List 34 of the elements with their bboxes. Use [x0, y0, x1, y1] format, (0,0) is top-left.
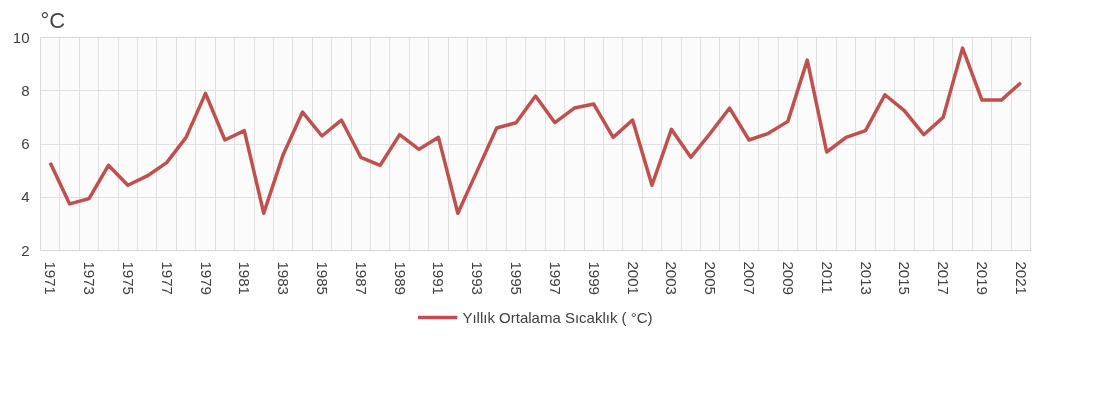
x-tick-label: 2005 [702, 261, 720, 295]
x-tick-label: 1997 [546, 261, 564, 295]
x-tick-label: 2013 [857, 261, 875, 295]
y-tick-label: 4 [21, 188, 30, 206]
x-tick-label: 1993 [469, 261, 487, 295]
x-tick-label: 2009 [779, 261, 797, 295]
x-tick-label: 2003 [663, 261, 681, 295]
x-tick-label: 1979 [197, 261, 215, 295]
x-tick-label: 2007 [741, 261, 759, 295]
y-tick-label: 2 [21, 241, 30, 259]
x-tick-label: 2011 [818, 261, 836, 294]
x-tick-label: 2001 [624, 261, 642, 295]
x-tick-label: 1973 [81, 261, 99, 295]
x-tick-label: 1995 [508, 261, 526, 295]
y-tick-label: 10 [12, 28, 30, 46]
x-tick-label: 2015 [896, 261, 914, 295]
x-tick-label: 1987 [352, 261, 370, 295]
legend-label: Yıllık Ortalama Sıcaklık ( °C) [462, 308, 653, 326]
x-tick-label: 1977 [158, 261, 176, 295]
x-tick-label: 1991 [430, 261, 448, 295]
x-tick-label: 1989 [391, 261, 409, 295]
x-tick-label: 2021 [1012, 261, 1030, 295]
x-tick-label: 1975 [119, 261, 137, 295]
y-tick-label: 6 [21, 135, 30, 152]
x-tick-label: 1999 [585, 261, 603, 295]
y-axis-title: °C [40, 7, 66, 33]
x-tick-label: 1971 [42, 261, 60, 295]
x-tick-label: 2017 [935, 261, 953, 295]
x-tick-label: 1983 [275, 261, 293, 295]
y-tick-label: 8 [21, 81, 30, 99]
x-tick-label: 1981 [236, 261, 254, 295]
line-series [48, 46, 1023, 215]
x-tick-label: 1985 [313, 261, 331, 295]
x-tick-label: 2019 [973, 261, 991, 295]
